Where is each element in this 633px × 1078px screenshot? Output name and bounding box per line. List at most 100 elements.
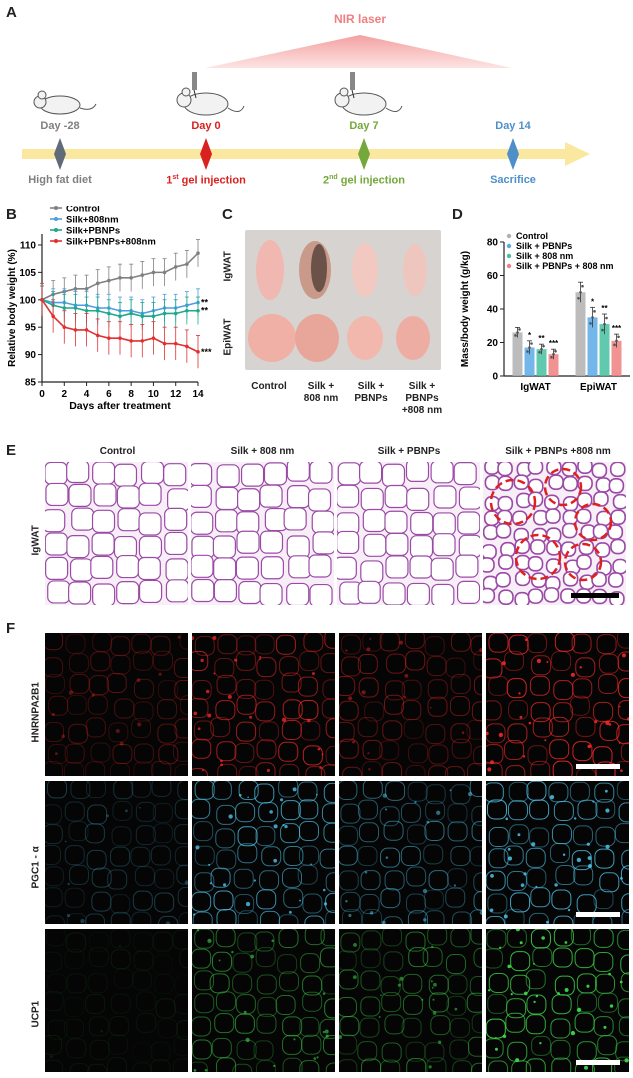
membrane-signal [577, 992, 598, 1013]
membrane-signal [256, 889, 277, 910]
signal-spot [345, 649, 348, 652]
membrane-signal [158, 680, 179, 701]
signal-spot [213, 672, 216, 675]
membrane-signal [297, 781, 318, 802]
adipocyte [212, 535, 236, 559]
membrane-signal [511, 1060, 532, 1072]
membrane-signal [133, 932, 154, 953]
membrane-signal [407, 781, 428, 802]
signal-spot [588, 863, 593, 869]
membrane-signal [89, 675, 110, 696]
adipocyte [385, 532, 409, 556]
membrane-signal [504, 740, 525, 761]
membrane-signal [528, 912, 549, 924]
significance-label: ** [201, 298, 209, 308]
membrane-signal [621, 849, 629, 870]
adipocyte [431, 583, 455, 605]
adipocyte [236, 511, 260, 535]
adipocyte [363, 533, 387, 557]
adipocyte [288, 555, 312, 579]
adipocyte [307, 488, 332, 512]
event-second-injection: 2nd gel injection [323, 174, 405, 187]
adipocyte [91, 532, 115, 556]
signal-spot [253, 879, 256, 882]
signal-spot [228, 814, 233, 819]
signal-spot [125, 809, 128, 813]
membrane-signal [616, 724, 629, 745]
x-tick-label: 12 [170, 389, 182, 400]
histology-image-0 [45, 462, 188, 605]
membrane-signal [320, 653, 335, 674]
membrane-signal [405, 1041, 426, 1062]
membrane-signal [555, 865, 576, 886]
signal-spot [501, 661, 506, 666]
signal-spot [382, 793, 387, 798]
membrane-signal [486, 1038, 504, 1059]
membrane-signal [110, 949, 131, 970]
legend-label: Silk + 808 nm [516, 251, 573, 261]
y-tick-label: 100 [19, 295, 36, 306]
membrane-signal [339, 1059, 358, 1072]
membrane-signal [486, 700, 502, 721]
membrane-signal [357, 1041, 378, 1062]
adipocyte [309, 583, 333, 605]
membrane-signal [325, 872, 335, 893]
membrane-signal [382, 916, 403, 924]
membrane-signal [359, 822, 380, 843]
data-point [95, 281, 100, 286]
membrane-signal [258, 721, 279, 742]
signal-spot [325, 1034, 329, 1038]
signal-spot [503, 914, 508, 919]
signal-spot [220, 759, 223, 763]
signal-spot [348, 696, 353, 701]
signal-spot [618, 741, 621, 744]
membrane-signal [594, 973, 615, 994]
membrane-signal [84, 823, 105, 844]
signal-spot [454, 1007, 458, 1011]
membrane-signal [305, 766, 326, 776]
adipocyte [308, 554, 332, 578]
membrane-signal [597, 992, 618, 1013]
membrane-signal [214, 1013, 235, 1034]
membrane-signal [92, 633, 113, 652]
timeline-bar [22, 149, 567, 159]
membrane-signal [361, 909, 382, 924]
membrane-signal [215, 700, 236, 721]
signal-spot [479, 910, 482, 915]
signal-spot [488, 989, 491, 992]
membrane-signal [357, 717, 378, 738]
membrane-signal [172, 929, 188, 950]
signal-spot [68, 690, 74, 695]
membrane-signal [361, 930, 382, 951]
membrane-signal [593, 951, 614, 972]
membrane-signal [174, 799, 188, 820]
membrane-signal [446, 995, 467, 1016]
x-tick-label: 0 [39, 389, 45, 400]
membrane-signal [486, 744, 504, 765]
membrane-signal [525, 847, 546, 868]
membrane-signal [361, 1058, 382, 1072]
adipocyte [286, 582, 310, 605]
signal-spot [423, 918, 427, 922]
data-point [62, 325, 67, 329]
membrane-signal [64, 949, 85, 970]
signal-spot [505, 929, 508, 931]
membrane-signal [323, 822, 335, 843]
timeline-diagram [22, 35, 590, 170]
membrane-signal [254, 931, 275, 952]
e-col-control: Control [99, 446, 136, 457]
membrane-signal [88, 1016, 109, 1037]
membrane-signal [342, 766, 363, 776]
membrane-signal [401, 679, 422, 700]
membrane-signal [447, 821, 468, 842]
legend-marker [54, 239, 58, 243]
data-dot [605, 316, 608, 320]
membrane-signal [192, 798, 211, 819]
membrane-signal [507, 723, 528, 744]
adipocyte [45, 482, 69, 507]
signal-spot [138, 806, 141, 809]
data-point [73, 287, 78, 291]
membrane-signal [255, 947, 276, 968]
membrane-signal [261, 846, 282, 867]
membrane-signal [339, 825, 359, 846]
